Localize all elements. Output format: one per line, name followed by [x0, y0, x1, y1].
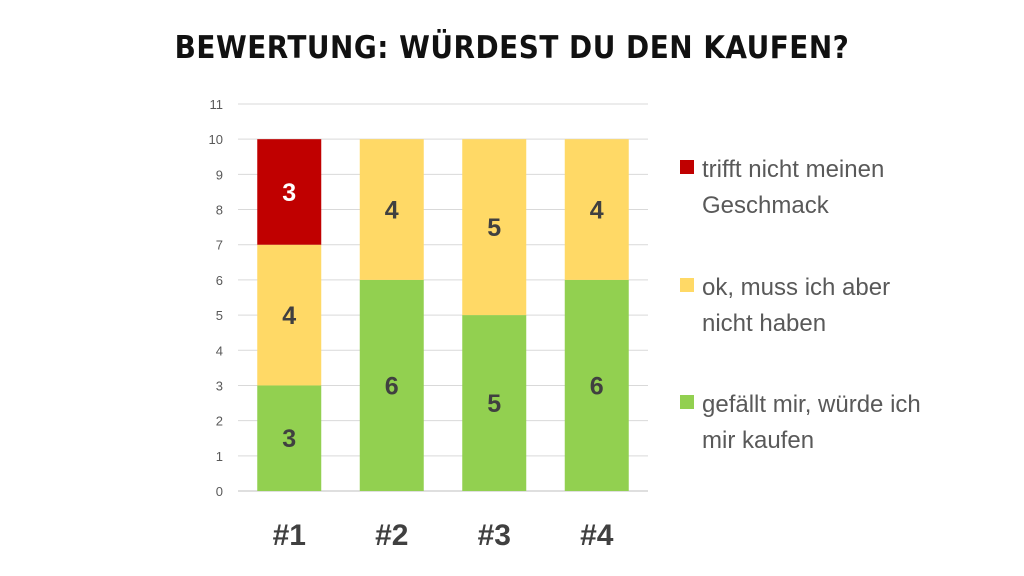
data-label: 4 — [282, 302, 296, 330]
y-tick-label: 4 — [216, 343, 223, 358]
y-tick-label: 9 — [216, 167, 223, 182]
bar-segment — [257, 139, 322, 245]
bar-segment — [462, 315, 527, 491]
y-tick-label: 1 — [216, 449, 223, 464]
bar-segment — [257, 244, 322, 386]
data-label: 5 — [487, 214, 501, 242]
bar-segment — [359, 139, 424, 280]
y-tick-label: 3 — [216, 378, 223, 393]
data-label: 5 — [487, 390, 501, 418]
y-tick-label: 11 — [210, 97, 224, 112]
y-tick-label: 8 — [216, 203, 223, 218]
data-label: 6 — [590, 372, 604, 400]
x-tick-label: #1 — [273, 519, 306, 552]
data-label: 3 — [282, 425, 296, 453]
y-tick-label: 2 — [216, 414, 223, 429]
bar-segment — [462, 139, 527, 316]
legend-swatch — [680, 278, 694, 292]
x-tick-label: #4 — [580, 519, 614, 552]
chart-title: BEWERTUNG: WÜRDEST DU DEN KAUFEN? — [174, 30, 850, 66]
legend-label: trifft nicht meinen Geschmack — [702, 156, 885, 219]
data-label: 4 — [385, 197, 399, 225]
data-labels: 3 4 3 6 4 5 5 6 4 — [282, 179, 604, 453]
data-label: 4 — [590, 197, 604, 225]
y-tick-label: 6 — [216, 273, 223, 288]
y-tick-label: 0 — [216, 484, 223, 499]
bar-segment — [257, 385, 322, 491]
y-tick-label: 10 — [209, 132, 223, 147]
legend-label: ok, muss ich aber nicht haben — [702, 274, 891, 337]
bar-segment — [564, 279, 629, 491]
data-label: 6 — [385, 372, 399, 400]
x-tick-label: #2 — [375, 519, 408, 552]
x-axis-ticks: #1 #2 #3 #4 — [273, 519, 614, 552]
bar-segment — [564, 139, 629, 280]
legend-swatch — [680, 160, 694, 174]
data-label: 3 — [282, 179, 296, 207]
y-tick-label: 7 — [216, 238, 223, 253]
bar-segment — [359, 279, 424, 491]
legend-swatch — [680, 395, 694, 409]
legend-label: gefällt mir, würde ich mir kaufen — [702, 391, 921, 454]
y-axis-ticks: 0 1 2 3 4 5 6 7 8 9 10 11 — [209, 97, 223, 499]
bars — [257, 139, 629, 491]
y-tick-label: 5 — [216, 308, 223, 323]
x-tick-label: #3 — [478, 519, 511, 552]
